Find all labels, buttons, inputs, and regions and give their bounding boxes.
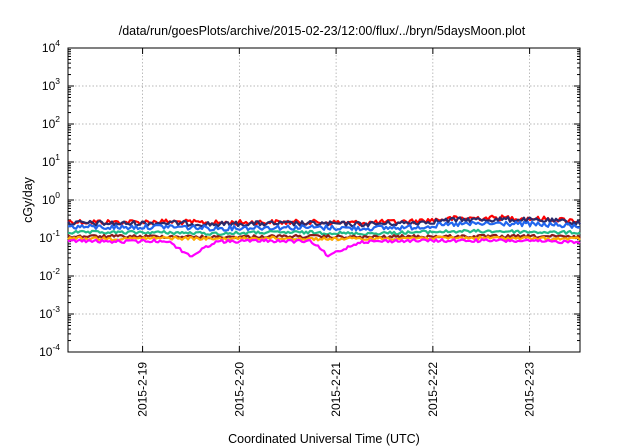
y-tick-label: 100 xyxy=(42,190,60,207)
y-tick-label: 104 xyxy=(42,38,60,55)
y-tick-label: 101 xyxy=(42,152,60,169)
x-tick-label: 2015-2-19 xyxy=(136,362,150,417)
x-tick-label: 2015-2-21 xyxy=(329,362,343,417)
series-line xyxy=(67,235,581,242)
grid xyxy=(68,48,580,352)
y-tick-label: 10-3 xyxy=(39,304,60,321)
y-tick-label: 102 xyxy=(42,114,60,131)
x-tick-label: 2015-2-23 xyxy=(523,362,537,417)
series-line xyxy=(67,216,581,228)
x-axis-label: Coordinated Universal Time (UTC) xyxy=(228,432,420,446)
series-line xyxy=(67,233,581,240)
chart-title: /data/run/goesPlots/archive/2015-02-23/1… xyxy=(119,24,526,38)
series-lines xyxy=(67,214,581,258)
series-line xyxy=(68,220,581,232)
y-axis-label: cGy/day xyxy=(21,176,35,223)
series-line xyxy=(67,238,581,258)
y-tick-label: 10-4 xyxy=(39,342,60,359)
y-tick-label: 103 xyxy=(42,76,60,93)
y-tick-label: 10-2 xyxy=(39,266,60,283)
x-tick-label: 2015-2-22 xyxy=(426,362,440,417)
series-line xyxy=(67,228,581,236)
x-tick-label: 2015-2-20 xyxy=(232,362,246,417)
y-tick-label: 10-1 xyxy=(39,228,60,245)
axis-ticks: 10-4 10-3 10-2 10-1 100 101 102 103 104 2015-2-19… xyxy=(39,38,580,417)
